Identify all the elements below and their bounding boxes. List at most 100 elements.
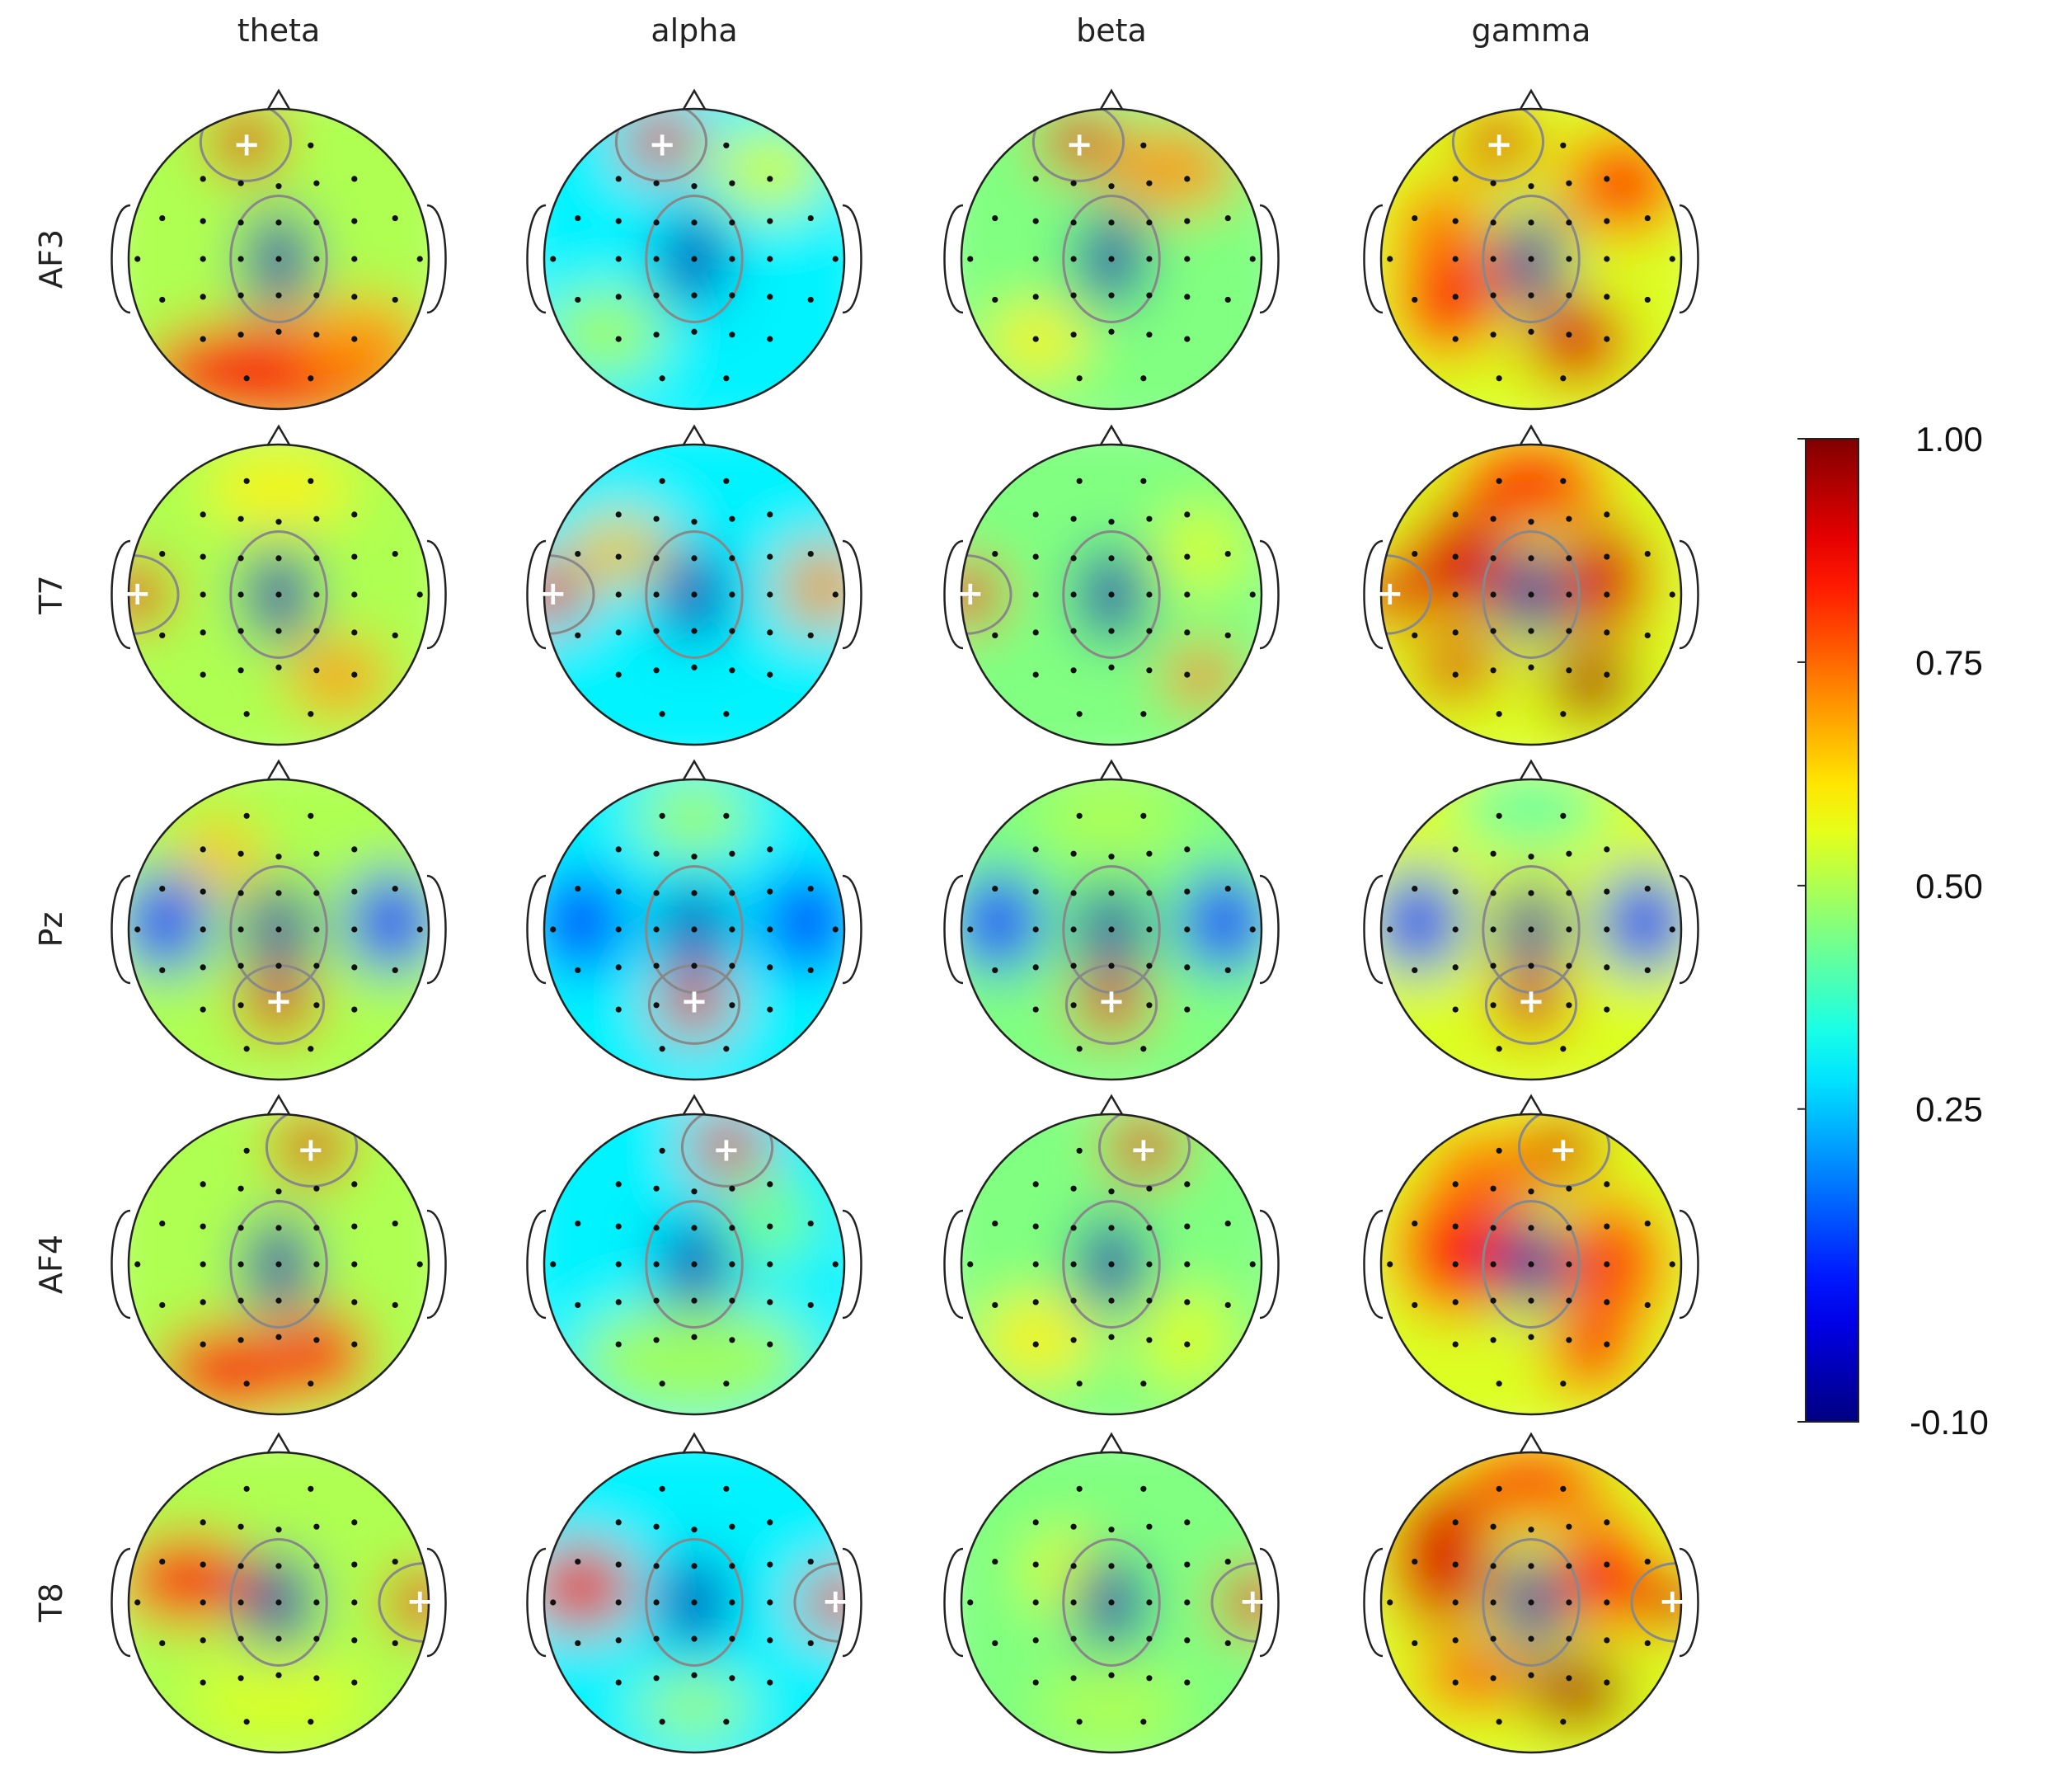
electrode-dot bbox=[275, 292, 282, 299]
electrode-dot bbox=[200, 1679, 206, 1686]
electrode-dot bbox=[1070, 332, 1077, 338]
electrode-dot bbox=[1528, 219, 1534, 226]
electrode-dot bbox=[550, 926, 557, 933]
electrode-dot bbox=[550, 256, 557, 262]
head-outline bbox=[960, 443, 1263, 746]
right-ear bbox=[1259, 1547, 1280, 1658]
colorbar: 1.00 0.75 0.50 0.25 -0.10 bbox=[1797, 420, 1989, 1442]
electrode-dot bbox=[1644, 632, 1651, 639]
electrode-dot bbox=[1184, 553, 1191, 560]
contour-line bbox=[645, 530, 744, 659]
nose-mark bbox=[1518, 1432, 1544, 1455]
electrode-dot bbox=[313, 219, 320, 226]
electrode-dot bbox=[237, 292, 244, 299]
electrode-dot bbox=[1604, 888, 1610, 895]
electrode-dot bbox=[392, 967, 398, 974]
electrode-dot bbox=[200, 553, 206, 560]
contour-line bbox=[680, 1114, 774, 1188]
electrode-dot bbox=[1146, 1261, 1153, 1268]
electrode-dot bbox=[659, 1485, 665, 1492]
electrode-dot bbox=[313, 1185, 320, 1192]
electrode-dot bbox=[767, 1561, 773, 1568]
contour-line bbox=[229, 865, 328, 994]
electrode-dot bbox=[691, 1297, 698, 1304]
seed-marker: + bbox=[1130, 1131, 1158, 1169]
nose-mark bbox=[265, 759, 292, 782]
electrode-dot bbox=[351, 1006, 358, 1013]
electrode-dot bbox=[1032, 294, 1039, 300]
right-ear bbox=[1679, 1209, 1699, 1320]
electrode-dot bbox=[392, 296, 398, 303]
electrode-dot bbox=[1032, 1599, 1039, 1606]
electrode-dot bbox=[729, 591, 735, 598]
electrode-dot bbox=[832, 256, 839, 262]
electrode-dot bbox=[1070, 1185, 1077, 1192]
electrode-dot bbox=[275, 1635, 282, 1642]
electrode-dot bbox=[729, 1185, 735, 1192]
topoplot-Pz-alpha: + bbox=[526, 759, 862, 1081]
electrode-dot bbox=[1566, 332, 1572, 338]
electrode-dot bbox=[575, 1558, 581, 1565]
electrode-dot bbox=[691, 328, 698, 335]
electrode-dot bbox=[313, 1337, 320, 1343]
electrode-dot bbox=[1604, 1561, 1610, 1568]
left-ear bbox=[1363, 539, 1384, 650]
electrode-dot bbox=[691, 926, 698, 933]
nose-mark bbox=[681, 424, 707, 447]
electrode-dot bbox=[1070, 219, 1077, 226]
electrode-dot bbox=[691, 256, 698, 262]
electrode-dot bbox=[1452, 846, 1459, 853]
electrode-dot bbox=[351, 218, 358, 224]
electrode-dot bbox=[1604, 1637, 1610, 1644]
electrode-dot bbox=[691, 1334, 698, 1340]
contour-line bbox=[645, 195, 744, 323]
seed-label-T7: T7 bbox=[33, 575, 69, 614]
electrode-dot bbox=[1452, 553, 1459, 560]
left-ear bbox=[526, 1209, 547, 1320]
topoplot-AF4-theta: + bbox=[110, 1094, 447, 1416]
electrode-dot bbox=[767, 1006, 773, 1013]
electrode-dot bbox=[416, 1599, 423, 1606]
electrode-dot bbox=[1490, 332, 1496, 338]
electrode-dot bbox=[653, 1635, 660, 1642]
electrode-dot bbox=[723, 1485, 730, 1492]
electrode-dot bbox=[237, 1337, 244, 1343]
seed-marker: + bbox=[1376, 575, 1404, 613]
electrode-dot bbox=[200, 1599, 206, 1606]
electrode-dot bbox=[653, 628, 660, 634]
seed-marker: + bbox=[1549, 1131, 1577, 1169]
electrode-dot bbox=[1528, 555, 1534, 562]
electrode-dot bbox=[1528, 1599, 1534, 1606]
electrode-dot bbox=[1490, 292, 1496, 299]
electrode-dot bbox=[1528, 962, 1534, 969]
scalp-map bbox=[129, 109, 429, 409]
head-outline bbox=[960, 1113, 1263, 1416]
nose-mark bbox=[681, 759, 707, 782]
topoplot-Pz-gamma: + bbox=[1363, 759, 1699, 1081]
electrode-dot bbox=[351, 1599, 358, 1606]
electrode-dot bbox=[1032, 964, 1039, 971]
electrode-dot bbox=[351, 256, 358, 262]
electrode-dot bbox=[1496, 1719, 1502, 1725]
electrode-dot bbox=[1184, 294, 1191, 300]
electrode-dot bbox=[1566, 890, 1572, 896]
electrode-dot bbox=[1566, 292, 1572, 299]
electrode-dot bbox=[967, 591, 974, 598]
colorbar-gradient bbox=[1805, 438, 1859, 1423]
electrode-dot bbox=[313, 1635, 320, 1642]
electrode-dot bbox=[659, 1147, 665, 1154]
topoplot-Pz-beta: + bbox=[943, 759, 1280, 1081]
electrode-dot bbox=[615, 511, 622, 518]
electrode-dot bbox=[575, 1640, 581, 1647]
electrode-dot bbox=[392, 885, 398, 892]
electrode-dot bbox=[1032, 511, 1039, 518]
electrode-dot bbox=[1604, 256, 1610, 262]
electrode-dot bbox=[807, 296, 814, 303]
electrode-dot bbox=[1032, 1261, 1039, 1268]
electrode-dot bbox=[159, 1220, 166, 1227]
electrode-dot bbox=[723, 1147, 730, 1154]
electrode-dot bbox=[992, 632, 998, 639]
electrode-dot bbox=[1140, 1381, 1147, 1387]
electrode-dot bbox=[1566, 1225, 1572, 1231]
electrode-dot bbox=[767, 629, 773, 636]
